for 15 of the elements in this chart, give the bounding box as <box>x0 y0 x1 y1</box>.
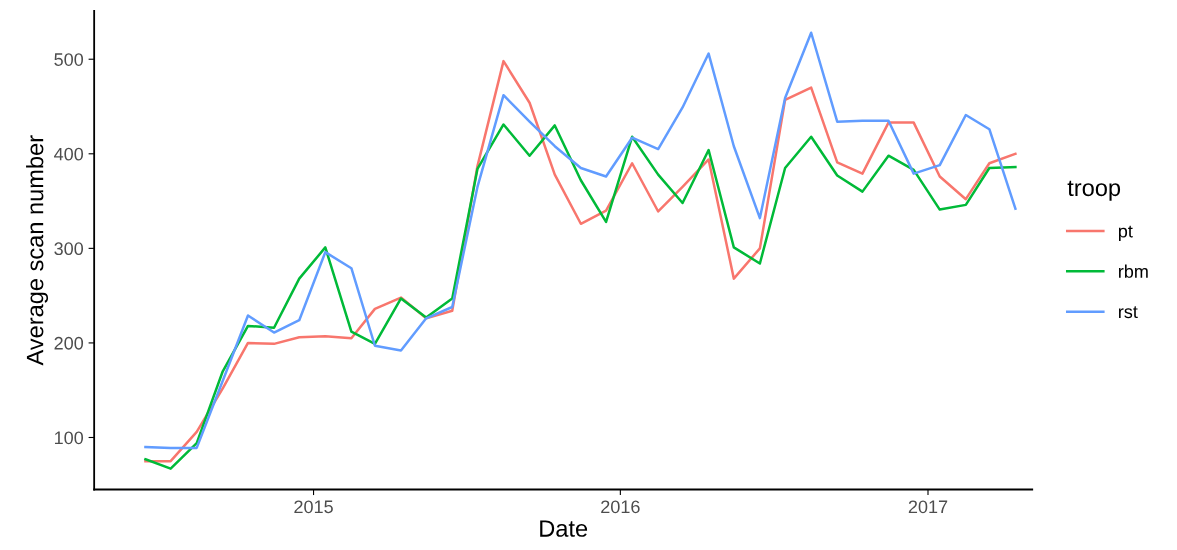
x-tick-label: 2017 <box>908 500 948 514</box>
y-tick-label: 100 <box>55 431 84 445</box>
y-tick-label: 200 <box>54 336 84 350</box>
y-tick-label: 400 <box>54 147 84 161</box>
x-tick-label: 2015 <box>294 500 333 514</box>
legend-title: troop <box>1067 180 1121 201</box>
x-axis-title: Date <box>540 520 588 537</box>
line-series <box>144 123 1017 470</box>
y-axis-title: Average scan number <box>26 135 49 366</box>
y-tick-label: 300 <box>54 242 84 256</box>
legend-label: rbm <box>1118 264 1148 278</box>
legend-label: pt <box>1118 225 1133 242</box>
x-tick-label: 2016 <box>601 500 640 514</box>
y-tick-label: 500 <box>54 53 84 66</box>
legend-label: rst <box>1118 306 1138 319</box>
